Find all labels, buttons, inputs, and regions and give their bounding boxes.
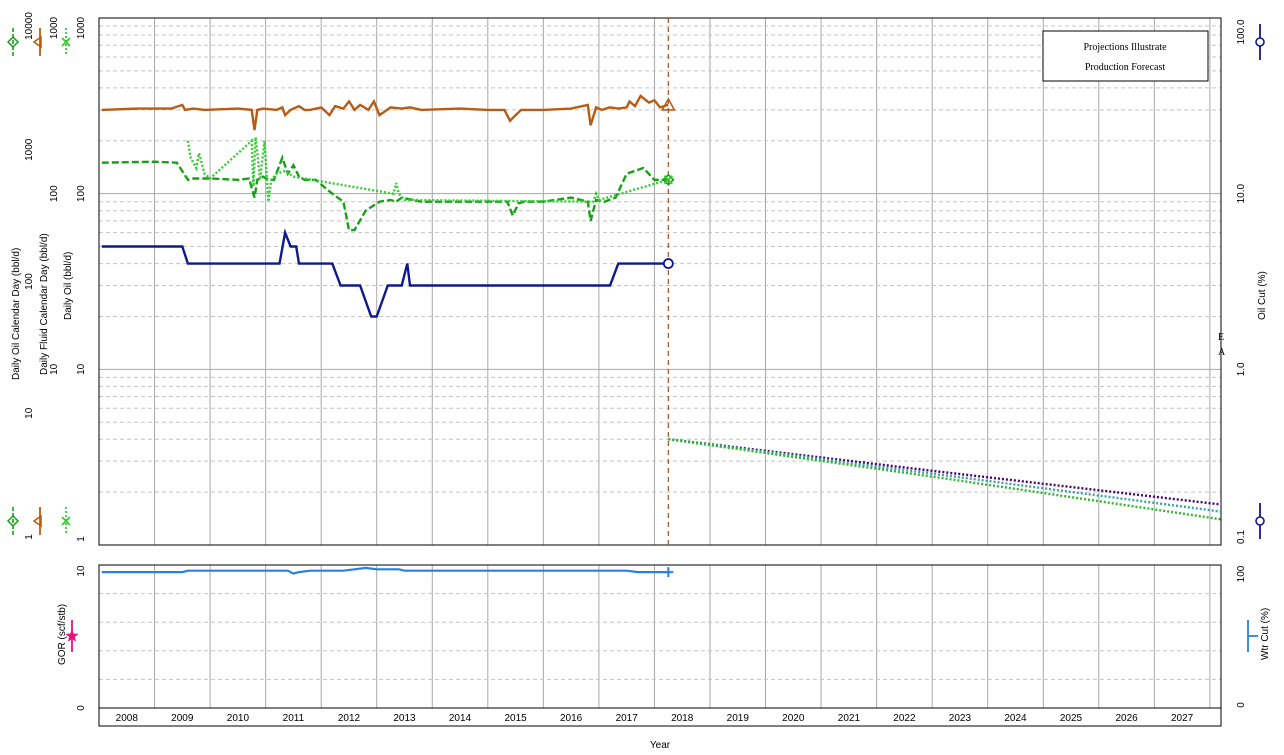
axis-marker-icons <box>6 24 1265 652</box>
panel-frames <box>98 17 1222 727</box>
tick-oil: 10 <box>76 363 87 375</box>
year-label: 2015 <box>504 713 527 724</box>
x-icon <box>61 37 71 47</box>
tick-labels: 11010010001000010100100011010010000.11.0… <box>24 12 1247 724</box>
tick-oil-calendar: 1 <box>24 534 35 540</box>
year-label: 2021 <box>838 713 861 724</box>
year-label: 2012 <box>338 713 361 724</box>
year-label: 2025 <box>1060 713 1083 724</box>
wtr-cut-end-plus <box>663 567 674 578</box>
tick-oil-cut: 100.0 <box>1236 19 1247 44</box>
year-label: 2013 <box>393 713 416 724</box>
year-label: 2009 <box>171 713 194 724</box>
circle-icon <box>1255 37 1265 47</box>
tick-oil-cut: 1.0 <box>1236 362 1247 376</box>
forecast-end-labels: E A <box>1218 332 1226 358</box>
tick-oil: 100 <box>76 185 87 202</box>
tick-fluid: 100 <box>49 185 60 202</box>
year-label: 2024 <box>1004 713 1027 724</box>
series-line-4 <box>668 438 1222 506</box>
tick-gor: 0 <box>76 705 87 711</box>
wtr-cut-line <box>101 566 669 575</box>
year-label: 2019 <box>727 713 750 724</box>
series-line-5 <box>668 438 1222 513</box>
legend-line-2: Production Forecast <box>1085 62 1165 73</box>
axis-labels: Daily Oil Calendar Day (bbl/d) Daily Flu… <box>11 233 1271 751</box>
top-panel-frame <box>98 17 1222 546</box>
oil-end-x <box>663 175 673 185</box>
tick-wtr-cut: 0 <box>1236 702 1247 708</box>
series-line-3 <box>101 228 669 318</box>
series-line-0 <box>101 94 669 131</box>
bottom-panel-frame <box>98 564 1222 709</box>
grid-lines <box>99 18 1221 708</box>
tick-oil: 1 <box>76 536 87 542</box>
y-axis-label-oil-cut: Oil Cut (%) <box>1257 271 1268 320</box>
tick-wtr-cut: 100 <box>1236 565 1247 582</box>
year-label: 2017 <box>616 713 639 724</box>
tick-oil-cut: 10.0 <box>1236 183 1247 203</box>
year-label: 2008 <box>116 713 139 724</box>
x-axis-label-year: Year <box>650 740 671 751</box>
y-axis-label-gor: GOR (scf/stb) <box>57 604 68 665</box>
legend-box: Projections Illustrate Production Foreca… <box>1042 30 1209 82</box>
year-label: 2010 <box>227 713 250 724</box>
forecast-label-a: A <box>1218 347 1226 358</box>
year-label: 2014 <box>449 713 472 724</box>
y-axis-label-daily-fluid: Daily Fluid Calendar Day (bbl/d) <box>39 233 50 375</box>
y-axis-label-daily-oil: Daily Oil (bbl/d) <box>63 252 74 320</box>
tick-fluid: 1000 <box>49 16 60 39</box>
year-label: 2018 <box>671 713 694 724</box>
tick-fluid: 10 <box>49 363 60 375</box>
tick-oil-calendar: 1000 <box>24 138 35 161</box>
tick-oil: 1000 <box>76 16 87 39</box>
tick-oil-calendar: 10 <box>24 407 35 419</box>
year-label: 2016 <box>560 713 583 724</box>
forecast-label-e: E <box>1218 332 1224 343</box>
legend-line-1: Projections Illustrate <box>1083 42 1167 53</box>
series-line-6 <box>668 438 1222 521</box>
y-axis-label-wtr-cut: Wtr Cut (%) <box>1260 608 1271 660</box>
x-icon <box>61 516 71 526</box>
tick-oil-calendar: 100 <box>24 273 35 290</box>
circle-icon <box>1255 516 1265 526</box>
triangle-icon <box>32 35 42 49</box>
star-icon <box>65 629 79 642</box>
year-label: 2023 <box>949 713 972 724</box>
triangle-icon <box>32 514 42 528</box>
year-label: 2026 <box>1115 713 1138 724</box>
tick-oil-calendar: 10000 <box>24 12 35 40</box>
tick-oil-cut: 0.1 <box>1236 530 1247 544</box>
year-label: 2020 <box>782 713 805 724</box>
series-line-2 <box>186 136 669 203</box>
diamond-icon <box>6 35 20 49</box>
fluid-end-triangle <box>660 97 676 111</box>
tick-gor: 10 <box>76 565 87 577</box>
y-axis-label-daily-oil-calendar: Daily Oil Calendar Day (bbl/d) <box>11 248 22 380</box>
year-label: 2011 <box>283 713 305 724</box>
oilcut-end-circle <box>662 258 674 269</box>
series-layer <box>101 94 1222 578</box>
year-label: 2022 <box>893 713 916 724</box>
oil-end-diamond <box>662 173 675 186</box>
year-band-frame <box>98 707 1222 727</box>
series-line-1 <box>101 154 669 232</box>
year-label: 2027 <box>1171 713 1194 724</box>
diamond-icon <box>6 514 20 528</box>
